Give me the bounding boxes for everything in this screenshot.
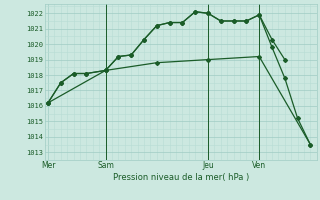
X-axis label: Pression niveau de la mer( hPa ): Pression niveau de la mer( hPa ) [113,173,249,182]
